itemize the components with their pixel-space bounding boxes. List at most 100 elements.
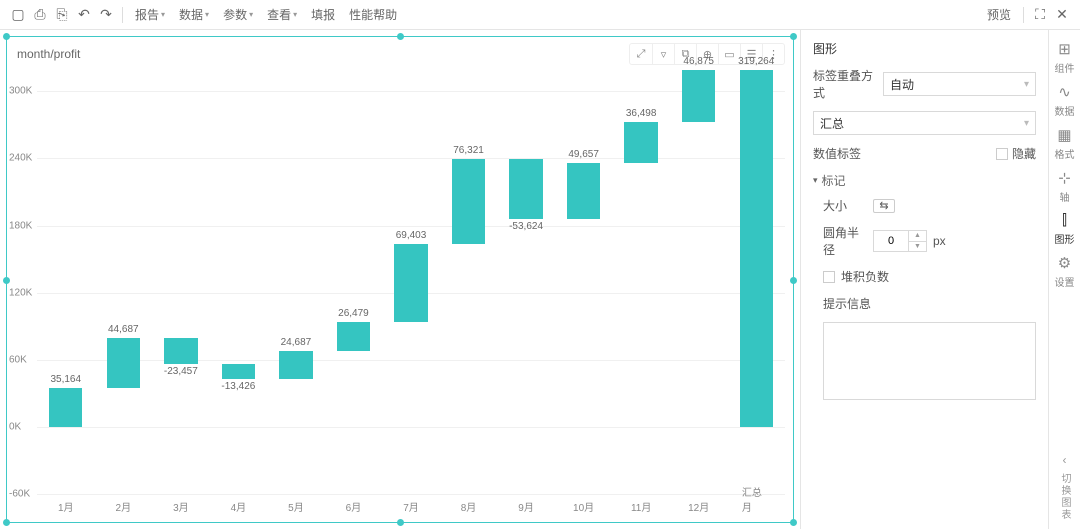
numeric-label: 数值标签 (813, 145, 861, 162)
switch-chart-label[interactable]: 切换图表 (1057, 473, 1072, 521)
expand-icon[interactable]: ⤢ (630, 44, 652, 64)
chart-bar[interactable] (452, 159, 485, 244)
label-overlap-label: 标签重叠方式 (813, 67, 877, 101)
menu-view[interactable]: 查看▾ (261, 6, 303, 23)
resize-handle[interactable] (790, 519, 797, 526)
bar-value-label: -23,457 (156, 366, 206, 377)
rail-item[interactable]: ⚙设置 (1055, 250, 1075, 293)
menu-param[interactable]: 参数▾ (217, 6, 259, 23)
resize-handle[interactable] (3, 33, 10, 40)
bar-value-label: -53,624 (501, 221, 551, 232)
x-axis-label: 6月 (346, 499, 362, 514)
bar-value-label: 49,657 (559, 149, 609, 160)
bar-value-label: 35,164 (41, 374, 91, 385)
new-icon[interactable]: ▢ (8, 5, 28, 25)
canvas-area: month/profit ⤢ ▿ ⧉ ⊕ ▭ ☰ ⋮ -60K0K60K120K… (0, 30, 800, 529)
chart-bar[interactable] (567, 163, 600, 219)
radius-label: 圆角半径 (823, 224, 867, 258)
menu-report[interactable]: 报告▾ (129, 6, 171, 23)
chart-bar[interactable] (279, 351, 312, 379)
bar-value-label: 26,479 (328, 308, 378, 319)
y-axis-label: 60K (9, 354, 27, 365)
redo-icon[interactable]: ↷ (96, 5, 116, 25)
bar-value-label: -13,426 (213, 381, 263, 392)
marker-section-header[interactable]: ▾标记 (813, 172, 1036, 189)
resize-handle[interactable] (397, 519, 404, 526)
separator (1023, 7, 1024, 23)
tooltip-textarea[interactable] (823, 322, 1036, 400)
save-icon[interactable]: ⎙ (30, 5, 50, 25)
x-axis-label: 11月 (631, 499, 651, 514)
preview-button[interactable]: 预览 (981, 6, 1017, 23)
bar-value-label: 46,875 (674, 56, 724, 67)
hide-label: 隐藏 (1012, 145, 1036, 162)
resize-handle[interactable] (397, 33, 404, 40)
resize-handle[interactable] (3, 519, 10, 526)
chart-bar[interactable] (624, 122, 657, 163)
y-axis-label: 180K (9, 220, 32, 231)
chart-bar[interactable] (740, 70, 773, 427)
rail-item[interactable]: ⊞组件 (1055, 36, 1075, 79)
bar-value-label: 76,321 (444, 145, 494, 156)
collapse-icon[interactable]: ‹ (1063, 453, 1067, 467)
panel-title: 图形 (813, 40, 1036, 57)
menu-fill[interactable]: 填报 (305, 6, 341, 23)
size-label: 大小 (823, 197, 867, 214)
chart-bar[interactable] (337, 322, 370, 352)
top-toolbar: ▢ ⎙ ⎘ ↶ ↷ 报告▾ 数据▾ 参数▾ 查看▾ 填报 性能帮助 预览 ⛶ ✕ (0, 0, 1080, 30)
label-overlap-select[interactable]: 自动▾ (883, 72, 1036, 96)
y-axis-label: 0K (9, 421, 21, 432)
chart-canvas[interactable]: month/profit ⤢ ▿ ⧉ ⊕ ▭ ☰ ⋮ -60K0K60K120K… (6, 36, 794, 523)
resize-handle[interactable] (790, 277, 797, 284)
x-axis-label: 汇总月 (742, 484, 771, 514)
chart-bar[interactable] (164, 338, 197, 364)
bar-value-label: 44,687 (98, 324, 148, 335)
y-axis-label: 300K (9, 86, 32, 97)
x-axis-label: 1月 (58, 499, 74, 514)
right-rail: ⊞组件∿数据▦格式⊹轴⫿图形⚙设置 ‹ 切换图表 (1048, 30, 1080, 529)
x-axis-label: 3月 (173, 499, 189, 514)
menu-data[interactable]: 数据▾ (173, 6, 215, 23)
summary-select[interactable]: 汇总▾ (813, 111, 1036, 135)
hide-checkbox[interactable] (996, 148, 1008, 160)
separator (122, 7, 123, 23)
stack-neg-label: 堆积负数 (841, 268, 889, 285)
size-tool-icon[interactable]: ⇆ (873, 199, 895, 213)
bar-value-label: 24,687 (271, 337, 321, 348)
x-axis-label: 4月 (231, 499, 247, 514)
x-axis-label: 7月 (403, 499, 419, 514)
rail-item[interactable]: ∿数据 (1055, 79, 1075, 122)
stack-neg-checkbox[interactable] (823, 271, 835, 283)
close-icon[interactable]: ✕ (1052, 5, 1072, 25)
resize-handle[interactable] (3, 277, 10, 284)
x-axis-label: 5月 (288, 499, 304, 514)
x-axis-label: 10月 (573, 499, 594, 514)
radius-unit: px (933, 234, 946, 248)
chart-bar[interactable] (682, 70, 715, 122)
bar-value-label: 69,403 (386, 230, 436, 241)
rail-item[interactable]: ⫿图形 (1055, 208, 1075, 250)
chart-bar[interactable] (394, 244, 427, 322)
undo-icon[interactable]: ↶ (74, 5, 94, 25)
chart-bar[interactable] (222, 364, 255, 379)
chart-bar[interactable] (49, 388, 82, 427)
chart-bar[interactable] (107, 338, 140, 388)
saveas-icon[interactable]: ⎘ (52, 5, 72, 25)
chart-title: month/profit (17, 47, 80, 61)
x-axis-label: 8月 (461, 499, 477, 514)
menu-perf[interactable]: 性能帮助 (343, 6, 403, 23)
radius-input[interactable]: ▲▼ (873, 230, 927, 252)
y-axis-label: 120K (9, 287, 32, 298)
x-axis-label: 12月 (688, 499, 709, 514)
bar-value-label: 36,498 (616, 108, 666, 119)
fullscreen-icon[interactable]: ⛶ (1030, 5, 1050, 25)
rail-item[interactable]: ⊹轴 (1055, 165, 1075, 208)
rail-item[interactable]: ▦格式 (1055, 122, 1075, 165)
filter-icon[interactable]: ▿ (652, 44, 674, 64)
resize-handle[interactable] (790, 33, 797, 40)
x-axis-label: 2月 (116, 499, 132, 514)
tooltip-label: 提示信息 (823, 295, 871, 312)
chart-plot: -60K0K60K120K180K240K300K35,1641月44,6872… (37, 69, 785, 494)
properties-panel: 图形 标签重叠方式 自动▾ 汇总▾ 数值标签 隐藏 ▾标记 大小 ⇆ 圆角半径 … (800, 30, 1048, 529)
chart-bar[interactable] (509, 159, 542, 219)
